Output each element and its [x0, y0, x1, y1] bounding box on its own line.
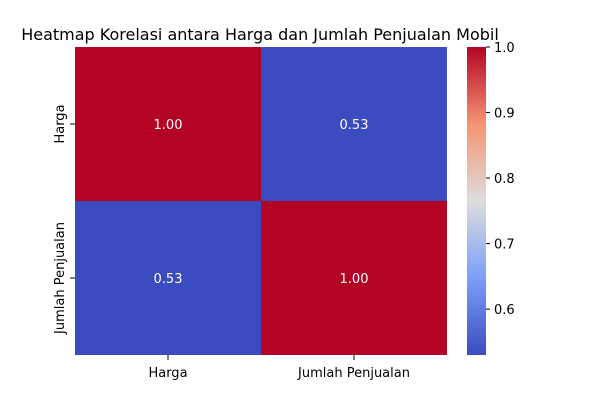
- heatmap-cell: [75, 47, 261, 201]
- heatmap-cell: [75, 201, 261, 355]
- heatmap-cell: [261, 47, 447, 201]
- cell-annotation: 0.53: [340, 118, 369, 133]
- colorbar-tick-label: 0.6: [494, 303, 515, 318]
- chart-title: Heatmap Korelasi antara Harga dan Jumlah…: [21, 25, 499, 44]
- cell-annotation: 1.00: [340, 272, 369, 287]
- x-tick-label: Harga: [148, 366, 187, 381]
- y-tick-label: Jumlah Penjualan: [53, 222, 68, 335]
- colorbar: [467, 47, 486, 355]
- cell-annotation: 0.53: [154, 272, 183, 287]
- colorbar-gradient: [467, 47, 486, 355]
- colorbar-tick-label: 0.9: [494, 107, 515, 122]
- y-tick-label: Harga: [53, 104, 68, 143]
- colorbar-tick-label: 0.8: [494, 172, 515, 187]
- heatmap-cell: [261, 201, 447, 355]
- colorbar-tick-label: 1.0: [494, 41, 515, 56]
- x-tick-label: Jumlah Penjualan: [297, 366, 410, 381]
- colorbar-tick-label: 0.7: [494, 238, 515, 253]
- cell-annotation: 1.00: [154, 118, 183, 133]
